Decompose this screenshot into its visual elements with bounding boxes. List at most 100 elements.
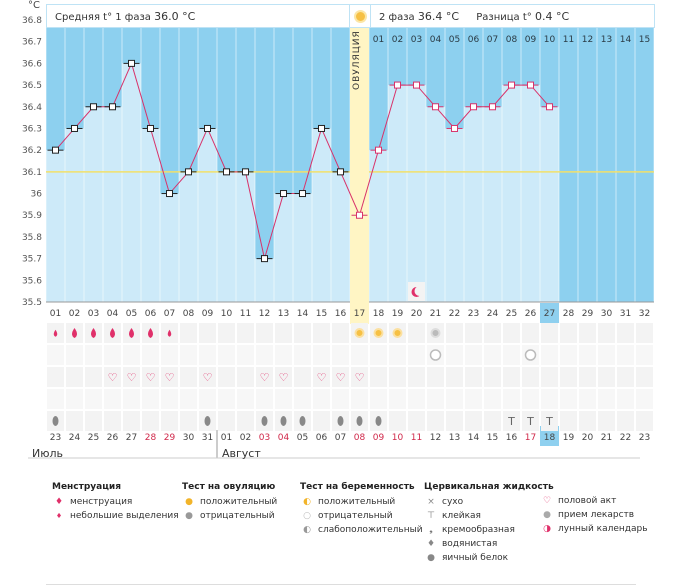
symptom-cell — [560, 323, 577, 343]
temp-point — [147, 124, 154, 132]
temp-bar — [84, 106, 103, 303]
temp-point — [432, 103, 439, 111]
symptom-cell — [294, 389, 311, 409]
top-day-label: 01 — [373, 35, 384, 45]
calendar-date-label: 16 — [506, 433, 518, 443]
temp-bar — [407, 85, 426, 302]
blood-drop-icon — [148, 328, 153, 338]
legend-menstruation-title: Менструация — [52, 482, 121, 492]
dry-icon: × — [427, 497, 435, 507]
symptom-cell — [579, 323, 596, 343]
sticky-icon: T — [545, 415, 553, 428]
temp-point — [128, 59, 135, 67]
symptom-cell — [104, 411, 121, 431]
symptom-cell — [465, 389, 482, 409]
symptom-cell — [484, 367, 501, 387]
symptom-cell — [541, 367, 558, 387]
legend-item: сухо — [442, 497, 464, 507]
symptom-cell — [294, 367, 311, 387]
diff-value: 0.4 °C — [534, 10, 570, 23]
symptom-cell — [180, 367, 197, 387]
top-day-label: 08 — [506, 35, 518, 45]
legend-item: положительный — [318, 497, 396, 507]
symptom-cell — [446, 323, 463, 343]
calendar-date-label: 21 — [601, 433, 612, 443]
cycle-day-label: 25 — [506, 309, 517, 319]
symptom-cell — [370, 367, 387, 387]
temp-point — [185, 168, 192, 176]
symptom-cell — [560, 345, 577, 365]
temp-point — [261, 255, 268, 263]
symptom-cell — [636, 367, 653, 387]
y-tick-label: 36.8 — [22, 16, 42, 26]
heart-icon: ♡ — [279, 371, 289, 384]
y-tick-label: 35.9 — [22, 211, 42, 221]
bbt-chart: 36.8 36.7 36.6 36.5 36.4 36.3 36.2 36.1 36 35.9 35… — [22, 16, 655, 459]
symptom-cell — [598, 323, 615, 343]
symptom-cell — [123, 389, 140, 409]
temp-point — [318, 124, 325, 132]
temp-bar — [312, 128, 331, 302]
symptom-cell — [47, 345, 64, 365]
symptom-cell — [142, 411, 159, 431]
temp-bar — [122, 63, 141, 303]
symptom-cell — [313, 367, 330, 387]
calendar-date-label: 24 — [69, 433, 81, 443]
symptom-cell — [636, 345, 653, 365]
calendar-date-label: 11 — [411, 433, 422, 443]
cycle-day-label: 04 — [107, 309, 119, 319]
month-july: Июль — [32, 447, 64, 460]
symptom-cell — [408, 367, 425, 387]
legend-item: яичный белок — [442, 553, 509, 563]
symptom-cell — [199, 323, 216, 343]
cervical-fluid-icon — [204, 416, 211, 426]
symptom-cell — [218, 323, 235, 343]
symptom-cell — [237, 411, 254, 431]
temp-bar — [274, 193, 293, 302]
y-tick-label: 36.5 — [22, 81, 42, 91]
pregnancy-weak-icon: ◐ — [303, 525, 311, 535]
legend-item: отрицательный — [318, 511, 393, 521]
phase2-summary: 2 фаза 36.4 °C Разница t° 0.4 °C — [370, 4, 655, 28]
small-drop-icon: ♦ — [55, 512, 63, 520]
temp-bar — [331, 171, 350, 302]
legend-item: отрицательный — [200, 511, 275, 521]
symptom-cell — [503, 367, 520, 387]
heart-icon: ♡ — [127, 371, 137, 384]
cycle-day-label: 23 — [468, 309, 479, 319]
calendar-date-label: 12 — [430, 433, 441, 443]
phase2-value: 36.4 °C — [417, 10, 460, 23]
cycle-day-label: 32 — [639, 309, 650, 319]
symptom-cell — [237, 345, 254, 365]
legend-item: половой акт — [558, 496, 617, 506]
cycle-day-label: 27 — [544, 309, 555, 319]
heart-icon: ♡ — [355, 371, 365, 384]
calendar-date-label: 30 — [183, 433, 195, 443]
symptom-cell — [199, 345, 216, 365]
temp-bar — [388, 85, 407, 302]
cervical-fluid-icon — [52, 416, 59, 426]
legend-item: водянистая — [442, 539, 498, 549]
symptom-cell — [579, 411, 596, 431]
top-day-label: 12 — [582, 35, 593, 45]
cycle-day-label: 07 — [164, 309, 175, 319]
calendar-date-label: 06 — [316, 433, 328, 443]
cervical-fluid-icon — [299, 416, 306, 426]
symptom-cell — [579, 367, 596, 387]
temp-point — [413, 81, 420, 89]
calendar-date-label: 04 — [278, 433, 290, 443]
temp-bar — [464, 106, 483, 303]
temp-bar — [160, 193, 179, 302]
top-day-label: 15 — [639, 35, 650, 45]
symptom-cell — [332, 345, 349, 365]
blood-drop-icon — [91, 328, 96, 338]
pregnancy-negative-icon: ○ — [303, 511, 311, 521]
symptom-cell — [465, 367, 482, 387]
temp-point — [166, 190, 173, 198]
y-tick-label: 35.6 — [22, 276, 42, 286]
temp-point — [489, 103, 496, 111]
symptom-cell — [142, 345, 159, 365]
heart-icon: ♡ — [146, 371, 156, 384]
cycle-day-label: 17 — [354, 309, 365, 319]
symptom-cell — [598, 411, 615, 431]
